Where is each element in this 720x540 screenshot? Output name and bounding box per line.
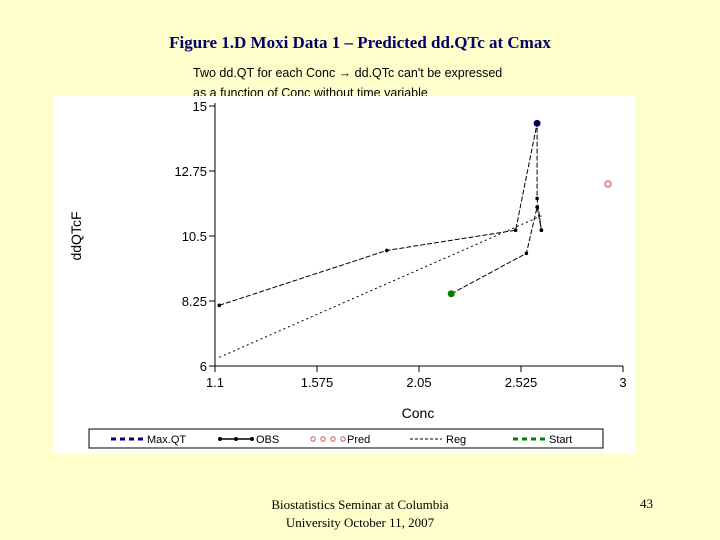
y-tick-label: 8.25 [182, 294, 207, 309]
series-layer [217, 119, 612, 358]
x-tick-label: 3 [619, 375, 626, 390]
obs-series-line [450, 206, 542, 295]
x-tick-label: 2.05 [406, 375, 431, 390]
annotation-line-1: Two dd.QT for each Conc → dd.QTc can't b… [193, 66, 503, 80]
x-tick-label: 2.525 [505, 375, 538, 390]
obs-point [539, 228, 544, 233]
legend-swatch-dot [218, 437, 222, 441]
start-point [447, 290, 455, 298]
pred-point [604, 180, 612, 188]
legend-swatch-dot [234, 437, 238, 441]
obs-point [535, 205, 539, 209]
legend-label-obs: OBS [256, 434, 279, 446]
legend-label-max-qt: Max.QT [147, 434, 186, 446]
y-tick-label: 15 [193, 99, 207, 114]
x-axis-label: Conc [402, 405, 435, 421]
x-tick-label: 1.575 [301, 375, 334, 390]
y-tick-label: 12.75 [174, 164, 207, 179]
footer-line-1: Biostatistics Seminar at Columbia [271, 497, 449, 512]
y-tick-label: 10.5 [182, 229, 207, 244]
chart-panel: 6 8.25 10.5 12.75 15 1.1 1.575 2.05 2.525 3 Conc … [53, 96, 635, 454]
legend-label-reg: Reg [446, 434, 466, 446]
footer-line-2: University October 11, 2007 [285, 515, 435, 530]
obs-point [513, 228, 518, 233]
legend: Max.QT OBS Pred Reg Start [88, 428, 604, 449]
legend-swatch-dot [250, 437, 254, 441]
legend-box [88, 428, 604, 449]
obs-point [384, 248, 389, 253]
legend-label-pred: Pred [347, 434, 370, 446]
footer: Biostatistics Seminar at Columbia Univer… [215, 496, 505, 532]
obs-point [217, 303, 222, 308]
x-tick-label: 1.1 [206, 375, 224, 390]
slide-title: Figure 1.D Moxi Data 1 – Predicted dd.QT… [169, 33, 551, 52]
obs-point [524, 251, 529, 256]
page-number: 43 [640, 496, 653, 511]
obs-point [535, 196, 539, 201]
legend-swatch-pred [310, 436, 316, 442]
obs-series-line [219, 123, 542, 306]
legend-swatch-pred [330, 436, 336, 442]
legend-swatch-pred [340, 436, 346, 442]
legend-swatch-pred [320, 436, 326, 442]
y-axis-label: ddQTcF [68, 211, 84, 260]
legend-label-start: Start [549, 434, 572, 446]
y-tick-label: 6 [200, 359, 207, 374]
reg-series-line [219, 215, 542, 358]
axes: 6 8.25 10.5 12.75 15 1.1 1.575 2.05 2.525 3 [174, 99, 626, 390]
obs-point [535, 121, 539, 126]
